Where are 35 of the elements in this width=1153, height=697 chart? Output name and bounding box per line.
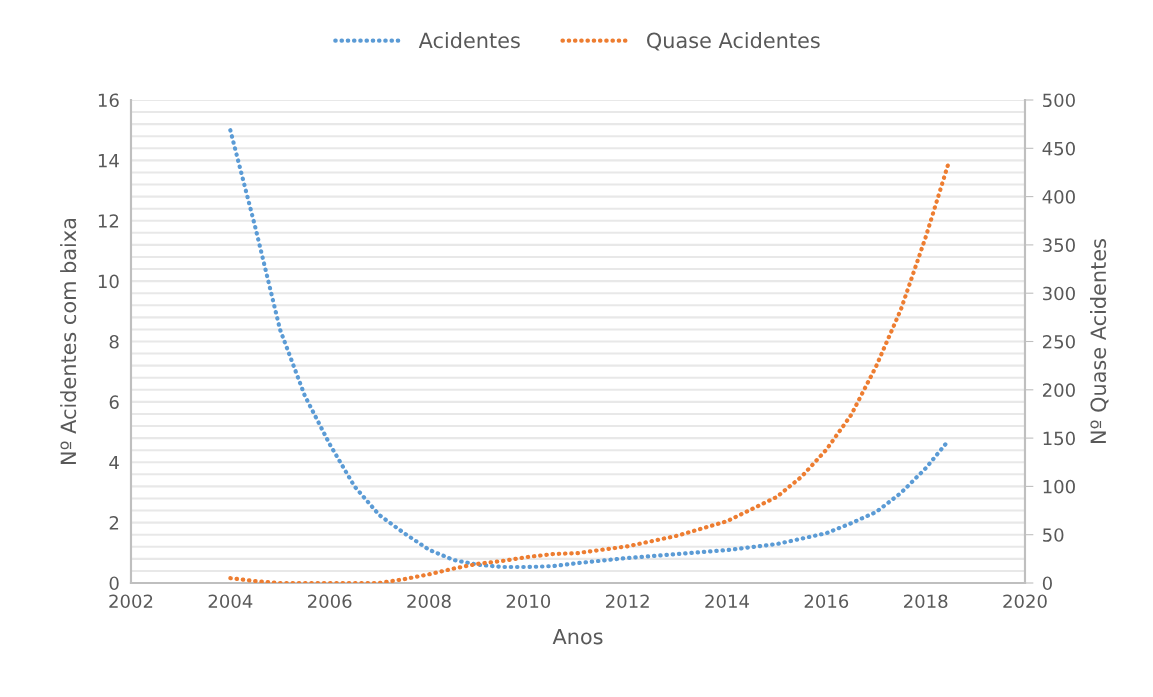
x-axis-title: Anos (552, 628, 603, 645)
y2-tick-label: 500 (1043, 93, 1075, 108)
x-tick-label: 2004 (208, 594, 253, 609)
y-tick-label: 4 (109, 455, 119, 470)
y-tick-label: 12 (98, 214, 119, 228)
y2-tick-label: 100 (1043, 479, 1075, 494)
y2-tick-label: 200 (1042, 383, 1075, 397)
y2-tick-label: 250 (1042, 334, 1075, 349)
x-tick-label: 2012 (606, 594, 649, 609)
legend-label: Acidentes (418, 32, 520, 49)
x-tick-label: 2020 (1003, 594, 1047, 609)
x-tick-label: 2002 (109, 594, 153, 609)
y-tick-label: 8 (109, 334, 119, 349)
y2-tick-label: 350 (1043, 238, 1075, 253)
y-tick-label: 6 (109, 395, 119, 409)
x-tick-label: 2010 (506, 594, 551, 609)
y-tick-label: 10 (98, 274, 119, 289)
y-tick-label: 2 (109, 516, 119, 530)
y-axis-title: Nº Acidentes com baixa (60, 218, 77, 464)
x-tick-label: 2008 (407, 594, 451, 609)
x-tick-label: 2018 (904, 594, 948, 609)
y-tick-label: 16 (98, 93, 119, 108)
y-tick-label: 14 (98, 154, 119, 168)
y2-tick-label: 0 (1042, 576, 1052, 591)
y2-tick-label: 300 (1043, 286, 1075, 301)
legend-label: Quase Acidentes (647, 32, 820, 51)
x-tick-label: 2016 (804, 594, 849, 609)
y2-tick-label: 400 (1042, 190, 1075, 204)
y2-tick-label: 150 (1043, 431, 1075, 446)
y2-tick-label: 50 (1043, 528, 1064, 542)
x-tick-label: 2014 (705, 594, 749, 609)
y2-tick-label: 450 (1042, 141, 1075, 156)
y-tick-label: 0 (109, 576, 119, 591)
y2-axis-title: Nº Quase Acidentes (1090, 239, 1109, 443)
x-tick-label: 2006 (308, 594, 352, 609)
